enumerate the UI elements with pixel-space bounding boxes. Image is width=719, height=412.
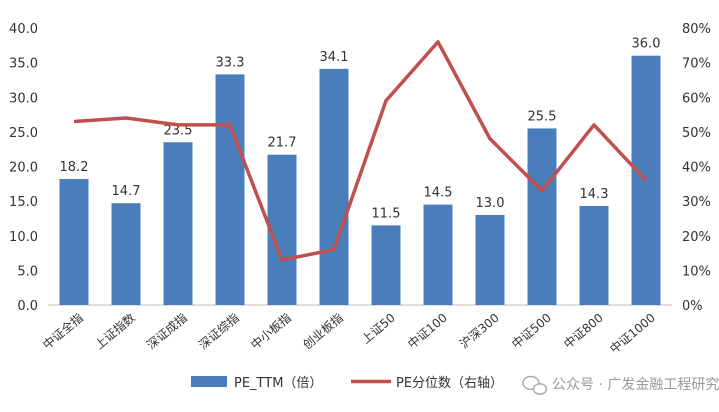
legend-label-line: PE分位数（右轴） — [396, 376, 503, 391]
bar — [527, 128, 557, 305]
line-series-percentile — [73, 40, 648, 262]
right-y-tick-label: 20% — [682, 230, 711, 245]
x-category-label: 中证500 — [508, 310, 554, 352]
right-y-tick-label: 0% — [682, 299, 703, 314]
bar — [371, 225, 401, 305]
left-y-tick-label: 0.0 — [17, 299, 38, 314]
x-category-label: 深证成指 — [144, 310, 190, 352]
x-category-label: 上证指数 — [92, 310, 138, 352]
right-y-tick-label: 60% — [682, 91, 711, 106]
left-y-tick-label: 5.0 — [17, 264, 38, 279]
left-y-tick-label: 25.0 — [9, 126, 38, 141]
watermark: 公众号 · 广发金融工程研究 — [522, 375, 719, 395]
wechat-icon — [522, 375, 548, 395]
left-y-tick-label: 35.0 — [9, 57, 38, 72]
right-y-tick-label: 70% — [682, 57, 711, 72]
x-category-label: 中证全指 — [40, 310, 86, 352]
right-y-tick-label: 10% — [682, 264, 711, 279]
left-y-tick-label: 15.0 — [9, 195, 38, 210]
right-y-tick-label: 80% — [682, 22, 711, 37]
watermark-text: 公众号 · 广发金融工程研究 — [552, 377, 719, 393]
bar — [163, 142, 193, 305]
legend-swatch-bar — [191, 376, 227, 387]
bar — [475, 214, 505, 305]
right-y-axis: 0% 10% 20% 30% 40% 50% 60% 70% 80% — [682, 22, 711, 314]
x-category-label: 中证1000 — [607, 310, 658, 357]
left-y-tick-label: 30.0 — [9, 91, 38, 106]
bar — [215, 74, 245, 306]
x-category-label: 中证800 — [560, 310, 606, 352]
left-y-axis: 0.0 5.0 10.0 15.0 20.0 25.0 30.0 35.0 40.0 — [9, 22, 38, 314]
left-y-tick-label: 10.0 — [9, 230, 38, 245]
right-y-tick-label: 50% — [682, 126, 711, 141]
bar-value-label: 33.3 — [216, 55, 245, 70]
legend: PE_TTM（倍） PE分位数（右轴） — [191, 376, 503, 391]
right-y-tick-label: 40% — [682, 161, 711, 176]
left-y-tick-label: 40.0 — [9, 22, 38, 37]
bar — [111, 203, 141, 305]
x-category-label: 创业板指 — [300, 310, 346, 352]
x-category-label: 中证100 — [404, 310, 450, 352]
bar-value-label: 34.1 — [320, 50, 349, 65]
bar-value-label: 13.0 — [476, 196, 505, 211]
bar-value-label: 14.7 — [112, 184, 141, 199]
bar-series — [59, 55, 661, 306]
bar-data-labels: 18.2 14.7 23.5 33.3 21.7 34.1 11.5 14.5 13.0 25.5… — [60, 37, 661, 222]
bar-value-label: 25.5 — [528, 109, 557, 124]
right-y-tick-label: 30% — [682, 195, 711, 210]
x-category-label: 上证50 — [359, 311, 398, 347]
bar-value-label: 36.0 — [632, 37, 661, 52]
bar — [423, 204, 453, 305]
bar-value-label: 14.5 — [424, 186, 453, 201]
bar-value-label: 23.5 — [164, 123, 193, 138]
left-y-tick-label: 20.0 — [9, 161, 38, 176]
bar-value-label: 14.3 — [580, 187, 609, 202]
x-category-label: 沪深300 — [457, 311, 502, 352]
bar — [319, 68, 349, 305]
bar — [59, 178, 89, 305]
x-axis-category-labels: 中证全指 上证指数 深证成指 深证综指 中小板指 创业板指 上证50 中证100 沪深300 中证… — [40, 310, 658, 357]
legend-label-bar: PE_TTM（倍） — [234, 376, 322, 391]
bar — [267, 154, 297, 305]
bar-value-label: 18.2 — [60, 160, 89, 175]
bar-value-label: 11.5 — [372, 206, 401, 221]
x-category-label: 中小板指 — [248, 310, 294, 352]
bar-value-label: 21.7 — [268, 136, 297, 151]
bar — [579, 205, 609, 305]
x-category-label: 深证综指 — [196, 310, 242, 352]
